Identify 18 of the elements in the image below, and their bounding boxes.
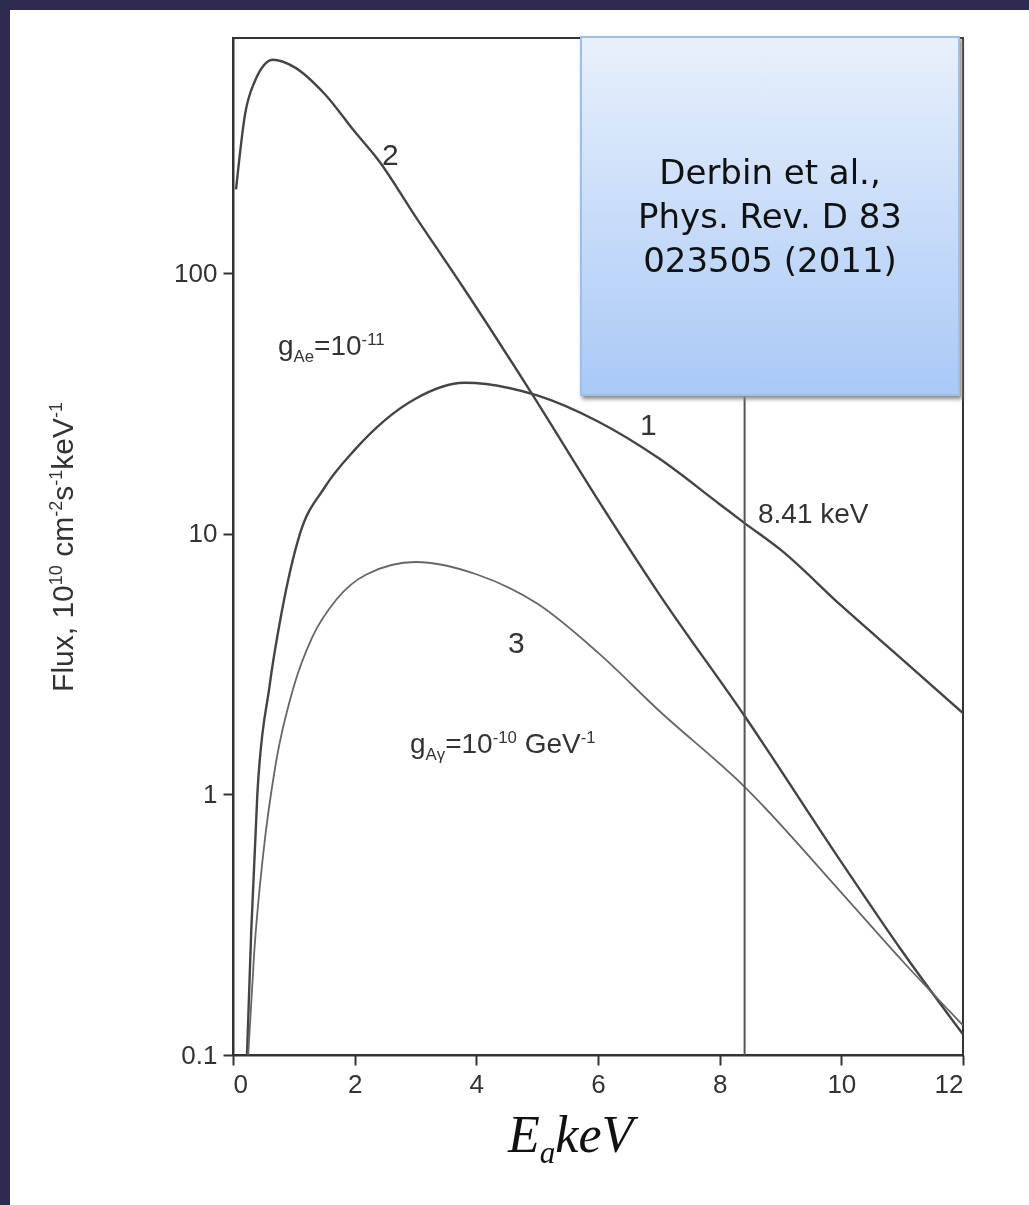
y-tick-label: 10 bbox=[188, 518, 218, 549]
x-tick-label: 6 bbox=[591, 1068, 606, 1099]
line-series bbox=[247, 561, 963, 1055]
y-tick-label: 0.1 bbox=[181, 1039, 218, 1070]
annotation: g$_{Aγ}$=10$^{-10}$ GeV$^{-1}$ bbox=[410, 728, 596, 764]
series-label: 1 bbox=[640, 408, 657, 441]
series-label: 3 bbox=[508, 626, 525, 659]
ref-line-label: 8.41 keV bbox=[758, 498, 869, 529]
x-tick-label: 0 bbox=[233, 1068, 248, 1099]
x-tick-label: 2 bbox=[347, 1068, 363, 1099]
y-tick-label: 1 bbox=[203, 778, 218, 809]
y-tick-label: 100 bbox=[174, 257, 218, 288]
annotation: g$_{Ae}$=10$^{-11}$ bbox=[278, 330, 385, 366]
x-tick-label: 12 bbox=[934, 1068, 964, 1099]
x-tick-label: 4 bbox=[469, 1068, 485, 1099]
series-label: 2 bbox=[382, 138, 399, 171]
x-tick-label: 10 bbox=[827, 1068, 857, 1099]
x-tick-label: 8 bbox=[712, 1068, 728, 1099]
